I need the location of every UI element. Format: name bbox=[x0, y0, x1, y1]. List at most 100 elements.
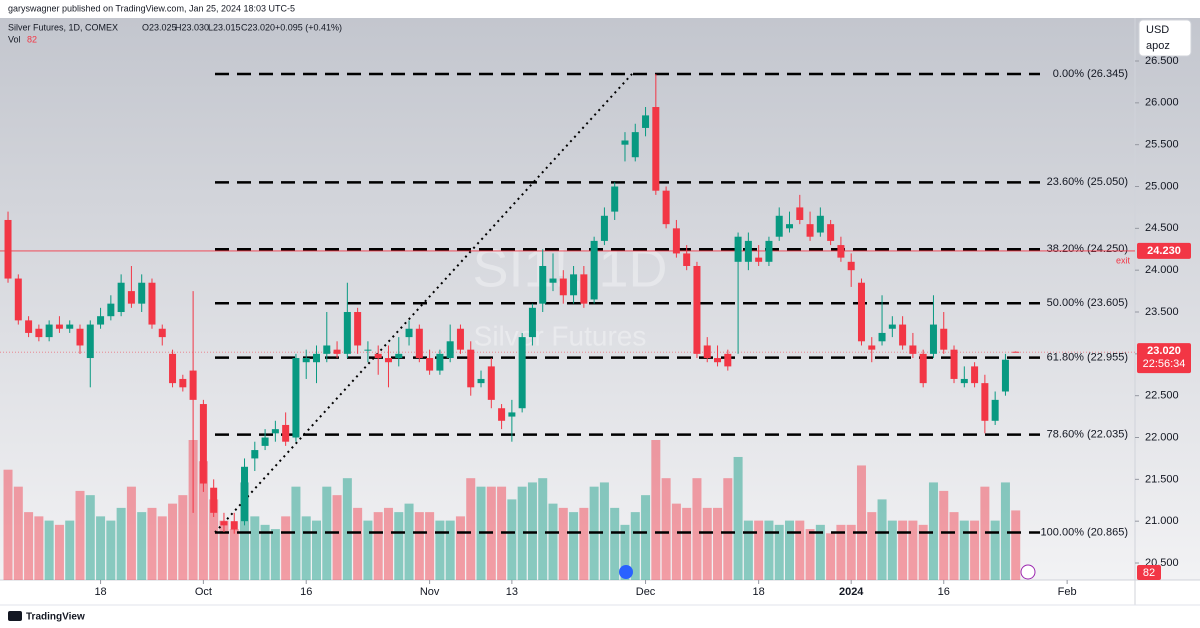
volume-bar bbox=[702, 507, 712, 580]
volume-bar bbox=[856, 465, 866, 580]
volume-bar bbox=[651, 440, 661, 580]
volume-bar bbox=[85, 495, 95, 580]
volume-bar bbox=[404, 503, 414, 580]
candle-body bbox=[261, 437, 269, 446]
volume-bar bbox=[363, 520, 373, 580]
candle-body bbox=[158, 328, 166, 338]
candle-body bbox=[857, 282, 865, 342]
candle-body bbox=[868, 345, 876, 350]
last-price-label: 23.020 bbox=[1147, 345, 1181, 357]
candle-body bbox=[971, 366, 979, 384]
volume-bar bbox=[692, 478, 702, 580]
candle-body bbox=[446, 341, 454, 359]
candle-body bbox=[703, 345, 711, 359]
y-tick-label: 24.500 bbox=[1145, 222, 1179, 234]
volume-bar bbox=[641, 495, 651, 580]
volume-bar bbox=[219, 520, 229, 580]
volume-bar bbox=[250, 516, 260, 580]
candle-body bbox=[210, 487, 218, 513]
candle-body bbox=[426, 358, 434, 371]
candle-body bbox=[929, 324, 937, 354]
x-tick-label: 18 bbox=[94, 586, 106, 598]
candle-body bbox=[107, 303, 115, 317]
candle-body bbox=[292, 358, 300, 438]
volume-bar bbox=[106, 520, 116, 580]
volume-bar bbox=[65, 520, 75, 580]
fib-label: 38.20% (24.250) bbox=[1047, 243, 1128, 255]
candle-body bbox=[271, 429, 279, 434]
currency-user: apoz bbox=[1146, 40, 1170, 52]
volume-bar bbox=[754, 520, 764, 580]
event-icon[interactable] bbox=[619, 565, 633, 579]
candle-body bbox=[991, 399, 999, 421]
candle-body bbox=[487, 366, 495, 400]
candle-body bbox=[477, 378, 485, 384]
volume-bar bbox=[178, 495, 188, 580]
volume-bar bbox=[682, 507, 692, 580]
candle-body bbox=[539, 265, 547, 304]
currency-box[interactable] bbox=[1138, 19, 1192, 57]
candle-body bbox=[1001, 359, 1009, 392]
volume-bar bbox=[949, 512, 959, 580]
candle-body bbox=[415, 328, 423, 359]
candle-body bbox=[148, 282, 156, 325]
candle-body bbox=[4, 219, 12, 279]
y-tick-label: 22.000 bbox=[1145, 431, 1179, 443]
legend-change: +0.095 (+0.41%) bbox=[275, 22, 342, 32]
volume-bar bbox=[527, 482, 537, 580]
y-tick-label: 23.500 bbox=[1145, 306, 1179, 318]
y-tick-label: 25.500 bbox=[1145, 139, 1179, 151]
volume-bar bbox=[342, 478, 352, 580]
watermark-name: Silver Futures bbox=[474, 320, 647, 351]
candle-body bbox=[775, 215, 783, 237]
volume-bar bbox=[785, 520, 795, 580]
candle-body bbox=[940, 328, 948, 350]
candle-body bbox=[724, 353, 732, 367]
candle-body bbox=[35, 328, 43, 338]
candle-body bbox=[456, 328, 464, 350]
volume-bar bbox=[610, 507, 620, 580]
volume-bar bbox=[75, 490, 85, 580]
y-tick-label: 21.000 bbox=[1145, 515, 1179, 527]
candle-body bbox=[25, 320, 33, 333]
candle-body bbox=[508, 412, 516, 417]
volume-bar bbox=[455, 516, 465, 580]
candle-body bbox=[827, 224, 835, 241]
volume-bar bbox=[116, 507, 126, 580]
chart-area bbox=[0, 18, 1200, 580]
volume-bar bbox=[466, 478, 476, 580]
candle-body bbox=[45, 324, 53, 338]
candle-body bbox=[590, 240, 598, 300]
volume-bar bbox=[260, 524, 270, 580]
x-tick-label: 18 bbox=[753, 586, 765, 598]
fib-label: 0.00% (26.345) bbox=[1053, 68, 1128, 80]
candle-body bbox=[117, 282, 125, 313]
candle-body bbox=[919, 353, 927, 384]
volume-bar bbox=[723, 478, 733, 580]
volume-bar bbox=[815, 524, 825, 580]
candle-body bbox=[199, 404, 207, 484]
candle-body bbox=[251, 450, 259, 459]
volume-bar bbox=[270, 529, 280, 580]
candle-body bbox=[323, 345, 331, 354]
exit-price-label: 24.230 bbox=[1147, 245, 1181, 257]
y-tick-label: 22.500 bbox=[1145, 390, 1179, 402]
volume-bar bbox=[34, 516, 44, 580]
volume-bar bbox=[939, 490, 949, 580]
event-icon[interactable] bbox=[1020, 564, 1036, 580]
volume-bar bbox=[281, 516, 291, 580]
candle-body bbox=[806, 224, 814, 237]
candle-body bbox=[642, 115, 650, 128]
volume-bar bbox=[414, 512, 424, 580]
plot-layer: 0.00% (26.345) 23.60% (25.050) 38.20% (24.… bbox=[0, 68, 1135, 538]
candle-body bbox=[76, 328, 84, 346]
candle-body bbox=[220, 521, 228, 526]
candle-body bbox=[580, 274, 588, 304]
candle-body bbox=[600, 215, 608, 241]
volume-bar bbox=[898, 520, 908, 580]
volume-bar bbox=[240, 482, 250, 580]
candle-body bbox=[354, 312, 362, 346]
volume-bar bbox=[795, 520, 805, 580]
volume-bar bbox=[846, 524, 856, 580]
